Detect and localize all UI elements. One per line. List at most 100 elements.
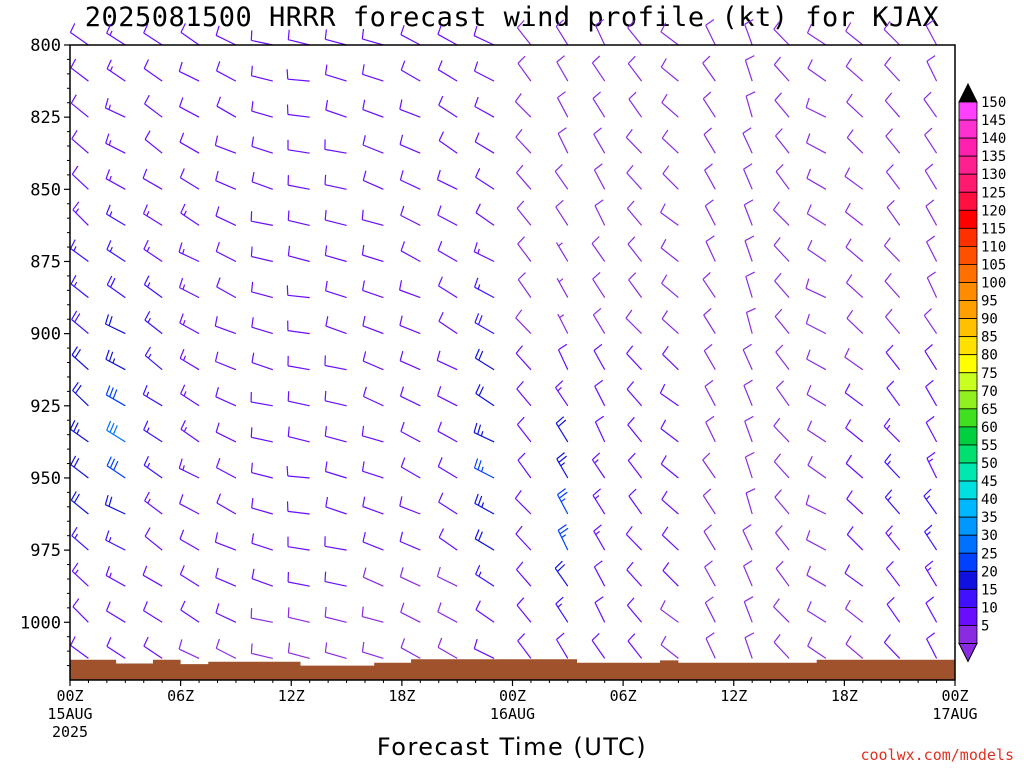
barb-feather	[362, 315, 366, 326]
barb-staff	[628, 279, 643, 298]
wind-barb	[179, 348, 200, 371]
barb-staff	[660, 392, 679, 407]
barb-feather	[703, 524, 712, 532]
barb-staff	[475, 212, 495, 226]
wind-barb	[844, 347, 864, 371]
wind-barb	[846, 129, 864, 154]
barb-staff	[437, 466, 458, 479]
barb-feather	[745, 271, 755, 278]
barb-feather	[744, 18, 754, 25]
y-tick-label: 800	[30, 36, 61, 56]
barb-feather	[516, 164, 524, 174]
barb-feather	[179, 313, 184, 324]
wind-barb	[593, 524, 606, 551]
barb-staff	[362, 470, 384, 479]
barb-staff	[325, 506, 347, 515]
wind-barb	[661, 310, 679, 335]
barb-feather	[661, 274, 668, 284]
barb-staff	[742, 349, 753, 370]
barb-feather	[662, 345, 669, 355]
barb-staff	[703, 134, 716, 154]
barb-feather	[71, 526, 78, 537]
wind-barb	[661, 490, 679, 515]
barb-feather	[179, 494, 184, 504]
wind-barb	[807, 636, 827, 659]
barb-feather	[886, 380, 895, 389]
wind-barb	[286, 285, 310, 299]
credit-link[interactable]: coolwx.com/models	[860, 746, 1014, 764]
wind-barb	[702, 91, 716, 118]
barb-feather	[287, 245, 291, 256]
barb-feather	[593, 127, 602, 135]
barb-staff	[251, 652, 273, 659]
wind-barb	[703, 307, 716, 334]
barb-half-feather	[108, 140, 112, 146]
wind-barb	[884, 273, 901, 299]
wind-barb	[437, 205, 458, 226]
barb-staff	[287, 78, 310, 82]
wind-barb	[594, 379, 606, 407]
barb-half-feather	[108, 104, 111, 110]
wind-barb	[660, 600, 679, 623]
wind-barb	[399, 567, 421, 587]
wind-barb	[742, 524, 753, 551]
wind-barb	[286, 466, 310, 479]
barb-staff	[143, 610, 163, 623]
barb-feather	[883, 417, 891, 427]
barb-staff	[251, 291, 273, 299]
wind-barb	[143, 420, 163, 443]
wind-barb	[845, 238, 864, 262]
wind-barb	[287, 642, 310, 659]
barb-staff	[362, 325, 384, 335]
barb-feather	[400, 60, 406, 71]
barb-feather	[846, 93, 853, 103]
barb-feather	[142, 168, 148, 179]
barb-staff	[775, 532, 790, 551]
wind-barb	[845, 419, 864, 443]
barb-feather	[594, 379, 604, 387]
barb-staff	[400, 179, 421, 190]
wind-barb	[104, 494, 126, 515]
colorbar-label: 90	[981, 312, 998, 328]
barb-feather	[324, 210, 327, 221]
barb-staff	[71, 570, 89, 587]
barb-staff	[399, 289, 421, 299]
barb-feather	[743, 163, 753, 170]
colorbar-label: 55	[981, 438, 998, 454]
wind-barb	[437, 240, 458, 263]
barb-staff	[325, 38, 347, 46]
wind-barb	[885, 560, 901, 587]
barb-staff	[362, 651, 384, 659]
wind-barb	[517, 236, 532, 262]
wind-barb	[742, 343, 753, 370]
wind-barb	[436, 350, 458, 371]
barb-half-feather	[477, 284, 481, 290]
wind-barb	[251, 497, 273, 515]
barb-feather	[400, 25, 405, 35]
barb-feather	[557, 564, 566, 572]
barb-feather	[73, 493, 80, 503]
barb-staff	[775, 568, 790, 587]
barb-staff	[517, 459, 532, 479]
wind-barb	[180, 23, 200, 46]
y-tick-label: 950	[30, 469, 61, 489]
wind-barb	[287, 571, 310, 587]
barb-feather	[361, 28, 365, 39]
barb-staff	[775, 387, 790, 407]
barb-staff	[399, 144, 421, 154]
barb-feather	[846, 129, 854, 139]
barb-feather	[399, 531, 404, 542]
barb-staff	[179, 106, 200, 118]
wind-barb	[845, 274, 864, 299]
barb-feather	[744, 235, 755, 242]
barb-staff	[846, 101, 864, 118]
barb-feather	[71, 562, 79, 572]
barb-feather	[885, 344, 894, 353]
barb-staff	[438, 140, 458, 154]
barb-feather	[399, 386, 405, 397]
wind-barb	[105, 133, 126, 154]
barb-feather	[478, 386, 484, 396]
barb-staff	[251, 145, 273, 154]
barb-staff	[325, 651, 347, 659]
wind-barb	[926, 451, 938, 479]
